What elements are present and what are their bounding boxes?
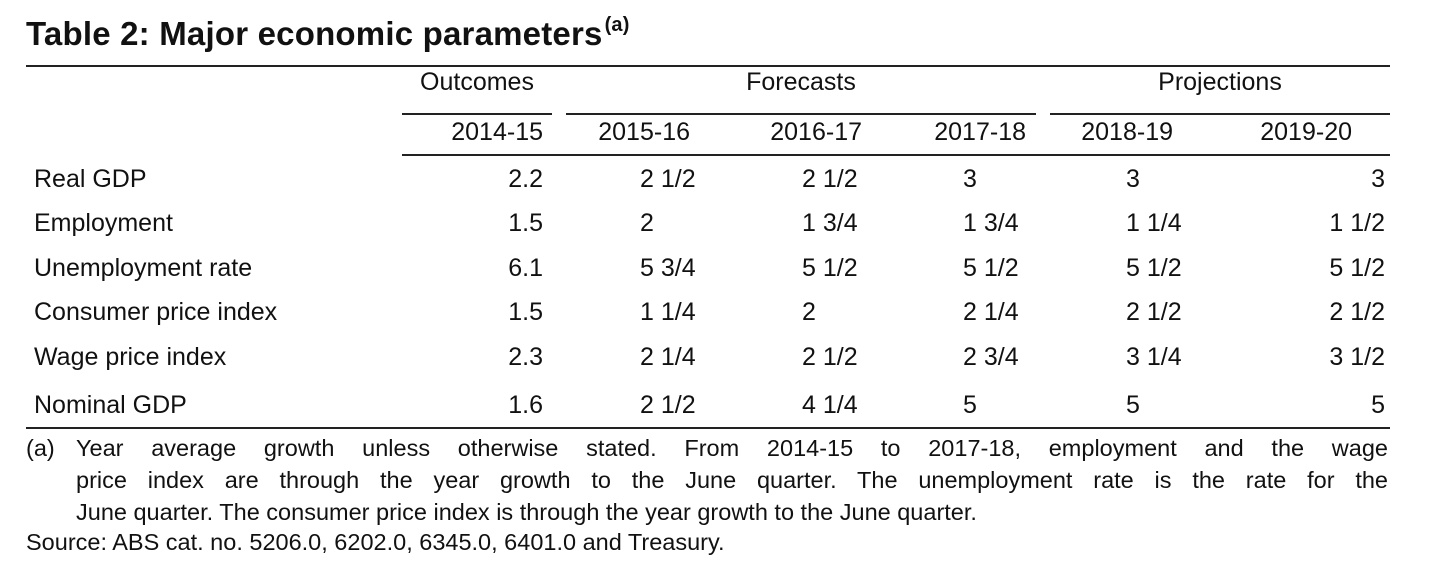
table-cell: 2 1/4 (640, 343, 696, 371)
table-cell: 2.3 (508, 343, 543, 371)
title-footnote-mark: (a) (604, 14, 630, 36)
table-cell: 3 (1371, 165, 1385, 193)
table-cell: 5 1/2 (1126, 254, 1182, 282)
year-header: 2016-17 (770, 118, 862, 146)
table-cell: 3 1/2 (1329, 343, 1385, 371)
table-cell: 1 1/2 (1329, 209, 1385, 237)
table-cell: 1.5 (508, 298, 543, 326)
table-cell: 5 (1371, 391, 1385, 419)
row-label: Real GDP (34, 165, 147, 193)
table-cell: 1.5 (508, 209, 543, 237)
table-cell: 5 3/4 (640, 254, 696, 282)
table-cell: 5 (1126, 391, 1140, 419)
table-cell: 1 3/4 (963, 209, 1019, 237)
footnote-mark: (a) (26, 435, 55, 461)
table-cell: 2 1/2 (1126, 298, 1182, 326)
year-header: 2014-15 (451, 118, 543, 146)
table-cell: 4 1/4 (802, 391, 858, 419)
table-cell: 3 1/4 (1126, 343, 1182, 371)
row-label: Unemployment rate (34, 254, 253, 282)
table-cell: 3 (963, 165, 977, 193)
outcomes-rule (402, 113, 552, 115)
table-cell: 2 1/2 (1329, 298, 1385, 326)
table-cell: 2 1/2 (802, 343, 858, 371)
year-header: 2018-19 (1081, 118, 1173, 146)
source-note: Source: ABS cat. no. 5206.0, 6202.0, 634… (26, 529, 725, 555)
row-label: Employment (34, 209, 173, 237)
table-title-text: Table 2: Major economic parameters (26, 15, 603, 52)
table-cell: 2.2 (508, 165, 543, 193)
table-cell: 2 (802, 298, 816, 326)
table-cell: 2 1/2 (640, 391, 696, 419)
table-cell: 2 1/2 (802, 165, 858, 193)
table-bottom-rule (26, 427, 1390, 429)
table-cell: 1 1/4 (1126, 209, 1182, 237)
table-cell: 2 1/4 (963, 298, 1019, 326)
row-label: Wage price index (34, 343, 227, 371)
table-cell: 5 1/2 (1329, 254, 1385, 282)
projections-rule (1050, 113, 1390, 115)
table-cell: 5 (963, 391, 977, 419)
table-cell: 2 1/2 (640, 165, 696, 193)
row-label: Nominal GDP (34, 391, 187, 419)
footnote-line-3: June quarter. The consumer price index i… (76, 499, 977, 525)
year-header: 2019-20 (1260, 118, 1352, 146)
group-header-projections: Projections (1158, 68, 1282, 96)
table-cell: 1 3/4 (802, 209, 858, 237)
footnote-line-2: price index are through the year growth … (76, 467, 1388, 493)
footnote-text-1: Year average growth unless otherwise sta… (76, 435, 1388, 461)
group-header-outcomes: Outcomes (420, 68, 534, 96)
table-cell: 2 3/4 (963, 343, 1019, 371)
table-cell: 3 (1126, 165, 1140, 193)
table-cell: 1.6 (508, 391, 543, 419)
header-bottom-rule (402, 154, 1390, 156)
top-rule (26, 65, 1390, 67)
table-cell: 2 (640, 209, 654, 237)
footnote-line-1: (a) Year average growth unless otherwise … (26, 432, 1388, 464)
table-cell: 1 1/4 (640, 298, 696, 326)
group-header-forecasts: Forecasts (746, 68, 856, 96)
table-title: Table 2: Major economic parameters (a) (26, 14, 630, 53)
table-cell: 5 1/2 (963, 254, 1019, 282)
forecasts-rule (566, 113, 1036, 115)
table-cell: 6.1 (508, 254, 543, 282)
row-label: Consumer price index (34, 298, 278, 326)
year-header: 2017-18 (934, 118, 1026, 146)
table-cell: 5 1/2 (802, 254, 858, 282)
year-header: 2015-16 (598, 118, 690, 146)
